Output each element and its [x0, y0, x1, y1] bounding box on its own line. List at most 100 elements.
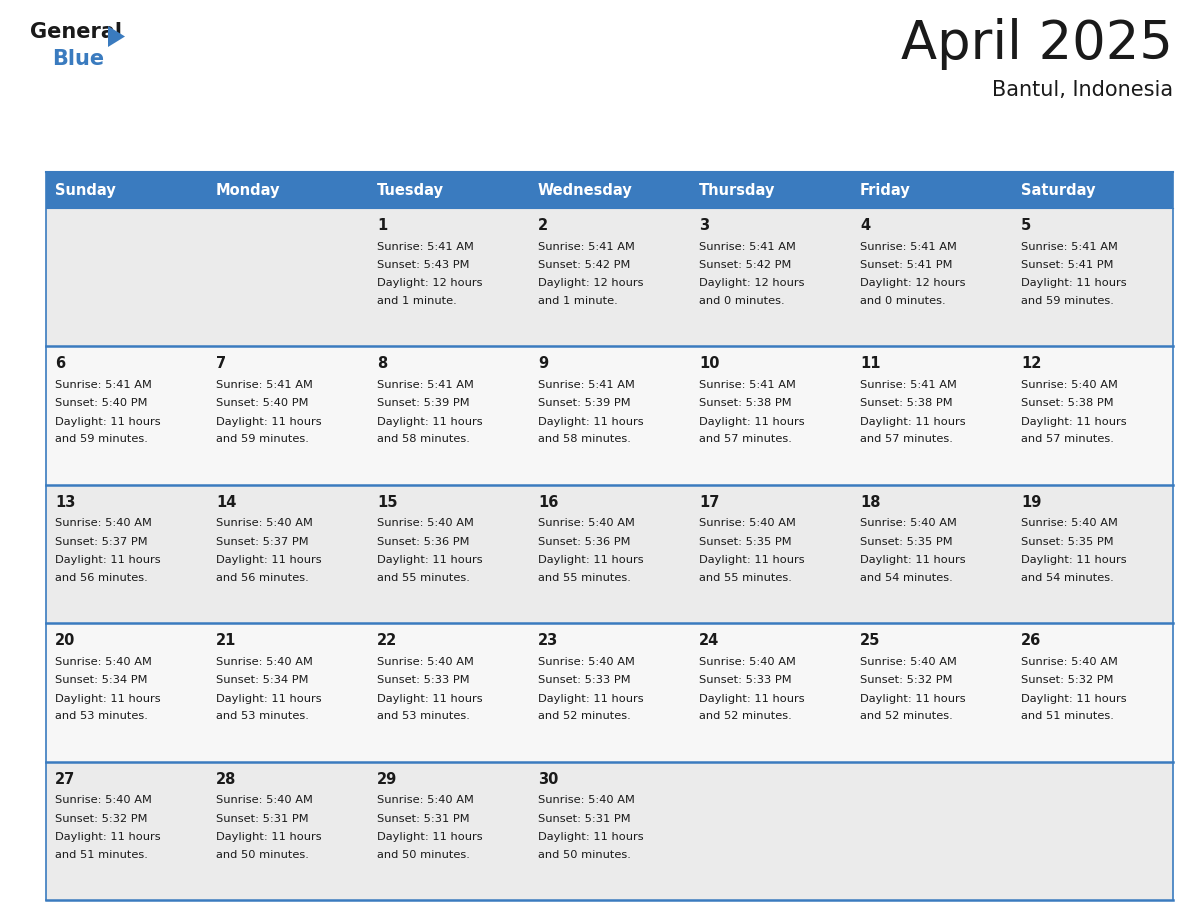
Text: Sunrise: 5:40 AM: Sunrise: 5:40 AM	[216, 519, 312, 528]
Bar	[46, 623, 207, 762]
Bar	[1012, 623, 1173, 762]
Text: 2: 2	[538, 218, 548, 233]
Text: and 50 minutes.: and 50 minutes.	[216, 849, 309, 859]
Text: Sunrise: 5:40 AM: Sunrise: 5:40 AM	[1020, 380, 1118, 390]
Text: Sunrise: 5:40 AM: Sunrise: 5:40 AM	[377, 519, 474, 528]
Text: Sunset: 5:41 PM: Sunset: 5:41 PM	[860, 260, 953, 270]
Text: Sunset: 5:38 PM: Sunset: 5:38 PM	[860, 398, 953, 409]
Bar	[207, 346, 368, 485]
Text: Daylight: 11 hours: Daylight: 11 hours	[377, 694, 482, 704]
Text: Sunrise: 5:40 AM: Sunrise: 5:40 AM	[538, 656, 634, 666]
Text: and 52 minutes.: and 52 minutes.	[860, 711, 953, 722]
Text: Sunset: 5:42 PM: Sunset: 5:42 PM	[699, 260, 791, 270]
Bar	[690, 208, 851, 346]
Text: Sunset: 5:32 PM: Sunset: 5:32 PM	[55, 813, 147, 823]
Bar	[529, 208, 690, 346]
Text: Sunrise: 5:40 AM: Sunrise: 5:40 AM	[699, 656, 796, 666]
Text: Sunrise: 5:40 AM: Sunrise: 5:40 AM	[699, 519, 796, 528]
Text: Daylight: 11 hours: Daylight: 11 hours	[538, 417, 644, 427]
Text: Daylight: 11 hours: Daylight: 11 hours	[538, 694, 644, 704]
Text: Sunrise: 5:40 AM: Sunrise: 5:40 AM	[216, 656, 312, 666]
Bar	[207, 208, 368, 346]
Text: Sunset: 5:31 PM: Sunset: 5:31 PM	[377, 813, 469, 823]
Text: 10: 10	[699, 356, 720, 372]
Text: Daylight: 12 hours: Daylight: 12 hours	[377, 278, 482, 288]
Text: Sunset: 5:35 PM: Sunset: 5:35 PM	[1020, 537, 1113, 547]
Text: 26: 26	[1020, 633, 1041, 648]
Bar	[690, 485, 851, 623]
Bar	[46, 762, 207, 900]
Text: and 51 minutes.: and 51 minutes.	[55, 849, 147, 859]
Text: 19: 19	[1020, 495, 1042, 509]
Text: Blue: Blue	[52, 49, 105, 69]
Text: 16: 16	[538, 495, 558, 509]
Text: Sunset: 5:33 PM: Sunset: 5:33 PM	[377, 676, 469, 685]
Text: Sunrise: 5:41 AM: Sunrise: 5:41 AM	[538, 241, 634, 252]
Text: Sunset: 5:42 PM: Sunset: 5:42 PM	[538, 260, 631, 270]
Text: Daylight: 11 hours: Daylight: 11 hours	[55, 832, 160, 842]
Text: Monday: Monday	[216, 183, 280, 197]
Text: Daylight: 11 hours: Daylight: 11 hours	[216, 417, 322, 427]
Text: 24: 24	[699, 633, 719, 648]
Bar	[46, 172, 207, 208]
Text: Wednesday: Wednesday	[538, 183, 633, 197]
Text: 14: 14	[216, 495, 236, 509]
Text: and 52 minutes.: and 52 minutes.	[699, 711, 791, 722]
Text: 30: 30	[538, 772, 558, 787]
Text: Sunset: 5:33 PM: Sunset: 5:33 PM	[538, 676, 631, 685]
Text: Daylight: 11 hours: Daylight: 11 hours	[55, 417, 160, 427]
Text: Daylight: 11 hours: Daylight: 11 hours	[1020, 417, 1126, 427]
Text: 8: 8	[377, 356, 387, 372]
Bar	[851, 346, 1012, 485]
Text: and 53 minutes.: and 53 minutes.	[377, 711, 470, 722]
Text: Sunset: 5:33 PM: Sunset: 5:33 PM	[699, 676, 791, 685]
Text: and 1 minute.: and 1 minute.	[377, 296, 456, 306]
Text: 5: 5	[1020, 218, 1031, 233]
Text: Daylight: 11 hours: Daylight: 11 hours	[1020, 694, 1126, 704]
Bar	[368, 485, 529, 623]
Text: 27: 27	[55, 772, 75, 787]
Text: Sunrise: 5:40 AM: Sunrise: 5:40 AM	[55, 519, 152, 528]
Text: and 53 minutes.: and 53 minutes.	[216, 711, 309, 722]
Bar	[690, 172, 851, 208]
Bar	[529, 485, 690, 623]
Text: and 0 minutes.: and 0 minutes.	[699, 296, 784, 306]
Text: 25: 25	[860, 633, 880, 648]
Bar	[851, 623, 1012, 762]
Text: and 55 minutes.: and 55 minutes.	[699, 573, 792, 583]
Text: Sunrise: 5:41 AM: Sunrise: 5:41 AM	[860, 380, 956, 390]
Text: Sunrise: 5:40 AM: Sunrise: 5:40 AM	[55, 795, 152, 805]
Text: Sunset: 5:32 PM: Sunset: 5:32 PM	[860, 676, 953, 685]
Text: 1: 1	[377, 218, 387, 233]
Text: Sunset: 5:35 PM: Sunset: 5:35 PM	[699, 537, 791, 547]
Bar	[851, 762, 1012, 900]
Text: Daylight: 11 hours: Daylight: 11 hours	[216, 694, 322, 704]
Text: and 53 minutes.: and 53 minutes.	[55, 711, 147, 722]
Text: Sunset: 5:37 PM: Sunset: 5:37 PM	[216, 537, 309, 547]
Bar	[1012, 346, 1173, 485]
Text: Sunset: 5:36 PM: Sunset: 5:36 PM	[377, 537, 469, 547]
Text: Sunset: 5:34 PM: Sunset: 5:34 PM	[55, 676, 147, 685]
Text: 6: 6	[55, 356, 65, 372]
Text: Sunrise: 5:40 AM: Sunrise: 5:40 AM	[55, 656, 152, 666]
Text: 21: 21	[216, 633, 236, 648]
Bar	[46, 208, 207, 346]
Text: 7: 7	[216, 356, 226, 372]
Text: Daylight: 11 hours: Daylight: 11 hours	[216, 555, 322, 565]
Bar	[368, 208, 529, 346]
Text: Sunset: 5:34 PM: Sunset: 5:34 PM	[216, 676, 309, 685]
Text: Sunrise: 5:41 AM: Sunrise: 5:41 AM	[377, 241, 474, 252]
Text: Daylight: 11 hours: Daylight: 11 hours	[55, 694, 160, 704]
Text: 23: 23	[538, 633, 558, 648]
Text: and 57 minutes.: and 57 minutes.	[860, 434, 953, 444]
Text: Daylight: 11 hours: Daylight: 11 hours	[377, 555, 482, 565]
Text: Sunrise: 5:40 AM: Sunrise: 5:40 AM	[538, 795, 634, 805]
Bar	[46, 485, 207, 623]
Text: Daylight: 11 hours: Daylight: 11 hours	[1020, 555, 1126, 565]
Text: 11: 11	[860, 356, 880, 372]
Bar	[207, 762, 368, 900]
Text: Sunrise: 5:41 AM: Sunrise: 5:41 AM	[216, 380, 312, 390]
Bar	[207, 623, 368, 762]
Bar	[529, 762, 690, 900]
Text: and 54 minutes.: and 54 minutes.	[860, 573, 953, 583]
